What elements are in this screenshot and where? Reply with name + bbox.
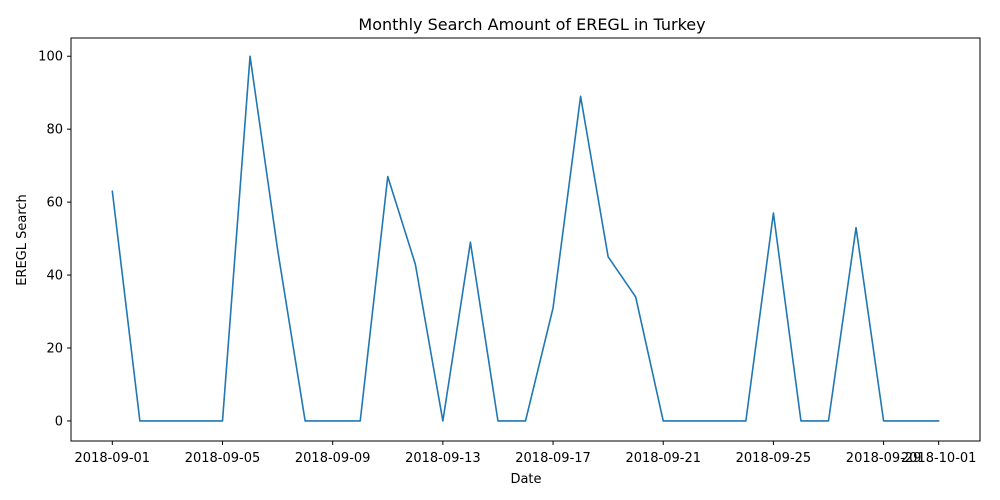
y-tick-label: 100 <box>38 50 63 65</box>
x-tick-label: 2018-09-01 <box>75 451 151 466</box>
y-axis: 0 20 40 60 80 100 <box>38 50 71 429</box>
y-tick-label: 0 <box>55 414 63 429</box>
series-layer <box>111 55 940 422</box>
x-tick-label: 2018-09-25 <box>736 451 812 466</box>
x-axis: 2018-09-01 2018-09-05 2018-09-09 2018-09-13… <box>75 441 977 466</box>
y-axis-label: EREGL Search <box>15 194 30 286</box>
y-tick-label: 20 <box>46 342 63 357</box>
x-axis-label: Date <box>510 472 541 487</box>
x-tick-label: 2018-09-09 <box>295 451 371 466</box>
plot-frame <box>70 37 981 442</box>
y-tick-label: 40 <box>46 269 63 284</box>
series-line <box>111 55 940 422</box>
y-tick-label: 60 <box>46 196 63 211</box>
x-tick-label: 2018-09-17 <box>515 451 591 466</box>
chart-title: Monthly Search Amount of EREGL in Turkey <box>358 15 705 34</box>
x-tick-label: 2018-10-01 <box>901 451 977 466</box>
x-tick-label: 2018-09-13 <box>405 451 481 466</box>
y-tick-label: 80 <box>46 123 63 138</box>
x-tick-label: 2018-09-29 <box>846 451 922 466</box>
x-tick-label: 2018-09-21 <box>625 451 701 466</box>
x-tick-label: 2018-09-05 <box>185 451 261 466</box>
